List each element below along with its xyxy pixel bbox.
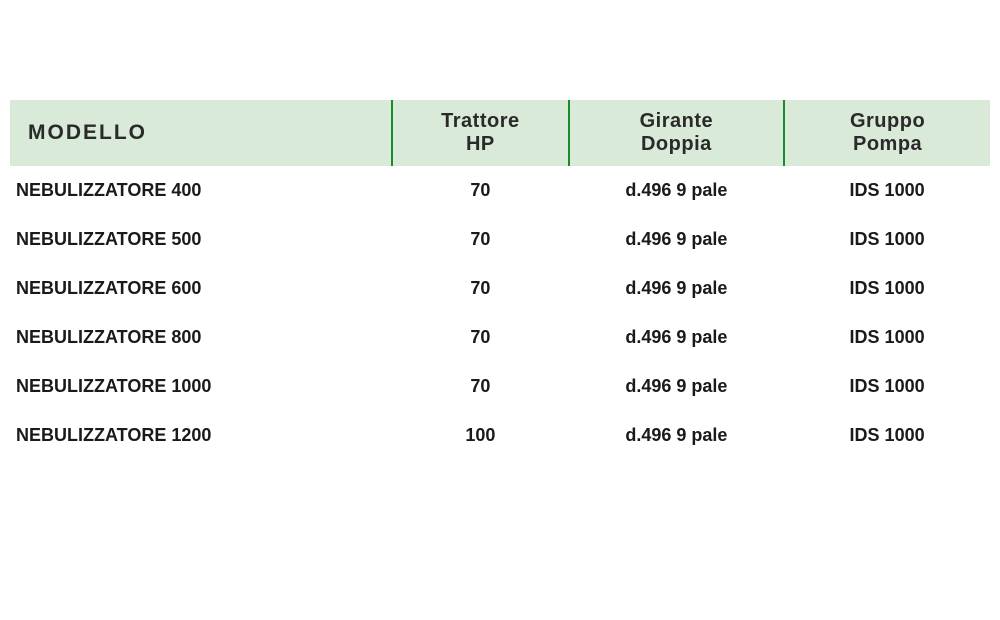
cell-girante: d.496 9 pale xyxy=(569,362,785,411)
cell-pump: IDS 1000 xyxy=(784,166,990,215)
cell-girante: d.496 9 pale xyxy=(569,215,785,264)
spec-table-container: MODELLO Trattore HP Girante Doppia Grupp… xyxy=(10,100,990,460)
cell-tractor: 70 xyxy=(392,215,568,264)
spec-table: MODELLO Trattore HP Girante Doppia Grupp… xyxy=(10,100,990,460)
cell-girante: d.496 9 pale xyxy=(569,411,785,460)
table-row: NEBULIZZATORE 600 70 d.496 9 pale IDS 10… xyxy=(10,264,990,313)
table-row: NEBULIZZATORE 400 70 d.496 9 pale IDS 10… xyxy=(10,166,990,215)
cell-model: NEBULIZZATORE 1000 xyxy=(10,362,392,411)
cell-tractor: 70 xyxy=(392,264,568,313)
col-header-pump-line1: Gruppo xyxy=(850,110,925,132)
col-header-model-label: MODELLO xyxy=(28,121,147,144)
col-header-tractor: Trattore HP xyxy=(392,100,568,166)
cell-tractor: 100 xyxy=(392,411,568,460)
cell-model: NEBULIZZATORE 800 xyxy=(10,313,392,362)
cell-pump: IDS 1000 xyxy=(784,215,990,264)
col-header-girante: Girante Doppia xyxy=(569,100,785,166)
cell-pump: IDS 1000 xyxy=(784,411,990,460)
col-header-pump: Gruppo Pompa xyxy=(784,100,990,166)
cell-tractor: 70 xyxy=(392,166,568,215)
table-row: NEBULIZZATORE 1000 70 d.496 9 pale IDS 1… xyxy=(10,362,990,411)
col-header-pump-line2: Pompa xyxy=(793,133,982,156)
table-header-row: MODELLO Trattore HP Girante Doppia Grupp… xyxy=(10,100,990,166)
cell-pump: IDS 1000 xyxy=(784,362,990,411)
table-row: NEBULIZZATORE 1200 100 d.496 9 pale IDS … xyxy=(10,411,990,460)
cell-pump: IDS 1000 xyxy=(784,264,990,313)
cell-tractor: 70 xyxy=(392,313,568,362)
table-row: NEBULIZZATORE 800 70 d.496 9 pale IDS 10… xyxy=(10,313,990,362)
col-header-tractor-line1: Trattore xyxy=(441,110,519,132)
col-header-girante-line2: Doppia xyxy=(578,133,776,156)
cell-tractor: 70 xyxy=(392,362,568,411)
cell-girante: d.496 9 pale xyxy=(569,264,785,313)
col-header-tractor-line2: HP xyxy=(401,133,559,156)
cell-model: NEBULIZZATORE 400 xyxy=(10,166,392,215)
cell-pump: IDS 1000 xyxy=(784,313,990,362)
cell-model: NEBULIZZATORE 500 xyxy=(10,215,392,264)
col-header-girante-line1: Girante xyxy=(640,110,714,132)
cell-model: NEBULIZZATORE 600 xyxy=(10,264,392,313)
cell-girante: d.496 9 pale xyxy=(569,313,785,362)
table-row: NEBULIZZATORE 500 70 d.496 9 pale IDS 10… xyxy=(10,215,990,264)
col-header-model: MODELLO xyxy=(10,100,392,166)
cell-model: NEBULIZZATORE 1200 xyxy=(10,411,392,460)
cell-girante: d.496 9 pale xyxy=(569,166,785,215)
